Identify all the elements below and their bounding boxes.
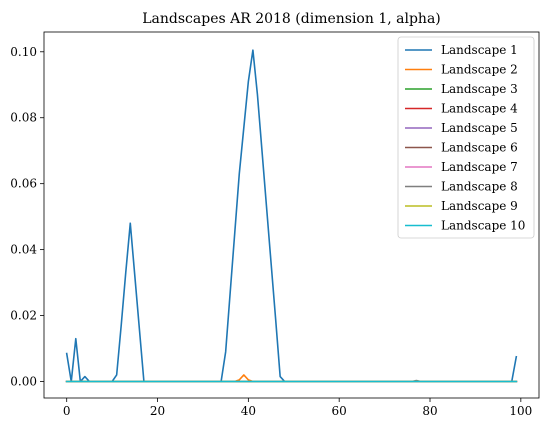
y-tick-label: 0.06 (10, 177, 37, 191)
y-tick-label: 0.00 (10, 375, 37, 389)
plot-frame (43, 31, 540, 399)
x-tick-label: 100 (509, 404, 532, 418)
y-tick-label: 0.04 (10, 243, 37, 257)
legend-label-7: Landscape 7 (441, 160, 518, 174)
x-tick-label: 80 (422, 404, 437, 418)
x-tick-label: 40 (241, 404, 256, 418)
chart-title: Landscapes AR 2018 (dimension 1, alpha) (142, 11, 441, 27)
legend-box (397, 36, 535, 239)
legend-label-1: Landscape 1 (441, 43, 518, 57)
series-line-2 (65, 374, 518, 383)
x-tick-label: 60 (332, 404, 347, 418)
y-axis: 0.00 0.02 0.04 0.06 0.08 0.10 (10, 45, 44, 389)
y-tick-label: 0.08 (10, 111, 37, 125)
series-layer (65, 49, 518, 383)
legend-label-8: Landscape 8 (441, 180, 518, 194)
legend-label-2: Landscape 2 (441, 63, 518, 77)
legend: Landscape 1 Landscape 2 Landscape 3 Landsca… (397, 36, 535, 239)
x-tick-label: 0 (63, 404, 71, 418)
y-tick-label: 0.02 (10, 309, 37, 323)
legend-label-9: Landscape 9 (441, 199, 518, 213)
legend-label-4: Landscape 4 (441, 102, 518, 116)
legend-label-5: Landscape 5 (441, 121, 518, 135)
x-tick-label: 20 (150, 404, 165, 418)
x-axis: 0 20 40 60 80 100 (63, 398, 532, 418)
y-tick-label: 0.10 (10, 45, 37, 59)
legend-label-6: Landscape 6 (441, 141, 518, 155)
legend-label-10: Landscape 10 (441, 219, 525, 233)
legend-label-3: Landscape 3 (441, 82, 518, 96)
